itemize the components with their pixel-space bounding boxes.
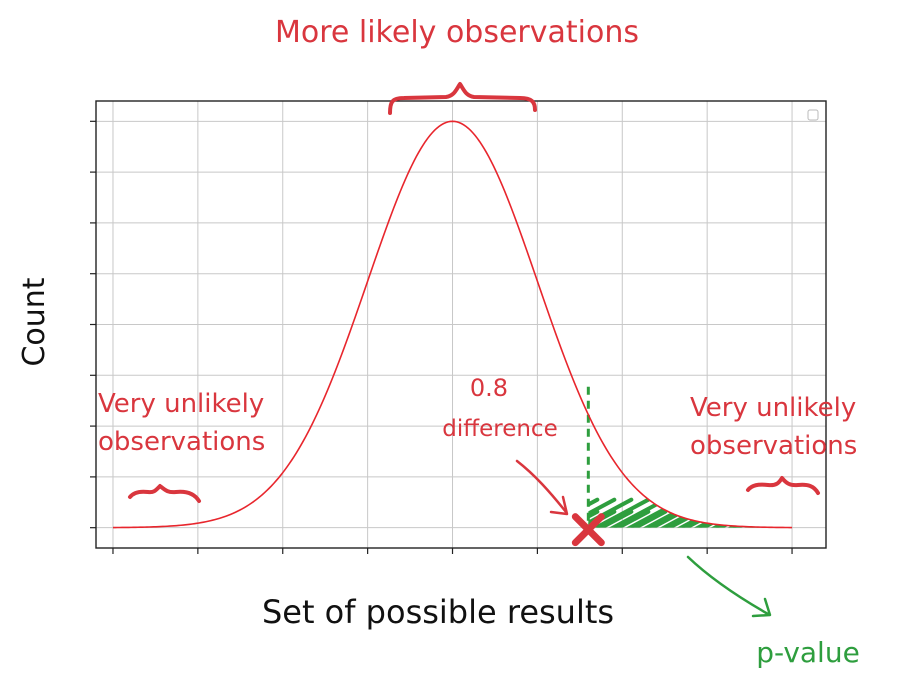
hatch-stroke-8	[524, 500, 580, 530]
normal-curve	[112, 120, 793, 529]
grid-lines	[96, 101, 826, 548]
hatch-stroke-30	[473, 512, 529, 542]
hatch-stroke-37	[590, 509, 651, 528]
hatch-lines	[388, 497, 852, 542]
top-brace	[388, 82, 537, 115]
hatch-stroke-7	[507, 500, 563, 530]
y-axis-label: Count	[17, 277, 52, 366]
p-value-arrow-head	[751, 597, 772, 618]
x-axis-label: Set of possible results	[262, 593, 614, 631]
x-marker-stroke-2	[571, 513, 605, 547]
hatch-stroke-36	[588, 509, 634, 528]
p-value-arrow	[686, 555, 770, 616]
hatch-stroke-21	[743, 497, 759, 528]
observed-difference-marker	[571, 513, 605, 547]
difference-value: 0.8	[470, 374, 508, 402]
hatch-stroke-6	[490, 500, 546, 530]
hatch-stroke-22	[762, 500, 818, 530]
difference-arrow-head	[549, 495, 569, 516]
hatch-stroke-32	[507, 512, 563, 542]
legend-box	[807, 109, 819, 121]
hatch-stroke-2	[422, 500, 478, 530]
hatch-stroke-3	[439, 500, 495, 530]
hatch-stroke-4	[456, 500, 512, 530]
hatch-stroke-31	[490, 512, 546, 542]
hatch-stroke-35	[588, 509, 617, 528]
axis-ticks	[90, 120, 793, 554]
hatch-stroke-28	[439, 512, 495, 542]
hatch-stroke-49	[796, 512, 852, 542]
top-annotation: More likely observations	[275, 15, 639, 50]
right-annotation-line2: observations	[690, 431, 857, 461]
hatch-stroke-38	[607, 509, 668, 528]
p-value-hatched-area	[388, 497, 852, 542]
hatch-stroke-12	[590, 497, 651, 528]
left-brace	[128, 484, 201, 503]
hatch-stroke-23	[779, 500, 835, 530]
right-brace	[746, 476, 820, 495]
hatch-stroke-48	[779, 512, 835, 542]
hatch-stroke-0	[388, 500, 444, 530]
right-annotation-line1: Very unlikely	[690, 393, 856, 423]
hatch-stroke-24	[796, 500, 852, 530]
left-annotation-line1: Very unlikely	[98, 389, 264, 419]
p-value-label: p-value	[756, 636, 860, 669]
hatch-stroke-25	[388, 512, 444, 542]
hatch-stroke-10	[588, 497, 617, 528]
hatch-stroke-27	[422, 512, 478, 542]
difference-label: difference	[442, 416, 557, 442]
hatch-stroke-29	[456, 512, 512, 542]
hatch-stroke-20	[726, 497, 759, 528]
left-annotation-line2: observations	[98, 427, 265, 457]
difference-arrow	[515, 459, 568, 514]
hatch-stroke-39	[624, 509, 685, 528]
hatch-stroke-5	[473, 500, 529, 530]
